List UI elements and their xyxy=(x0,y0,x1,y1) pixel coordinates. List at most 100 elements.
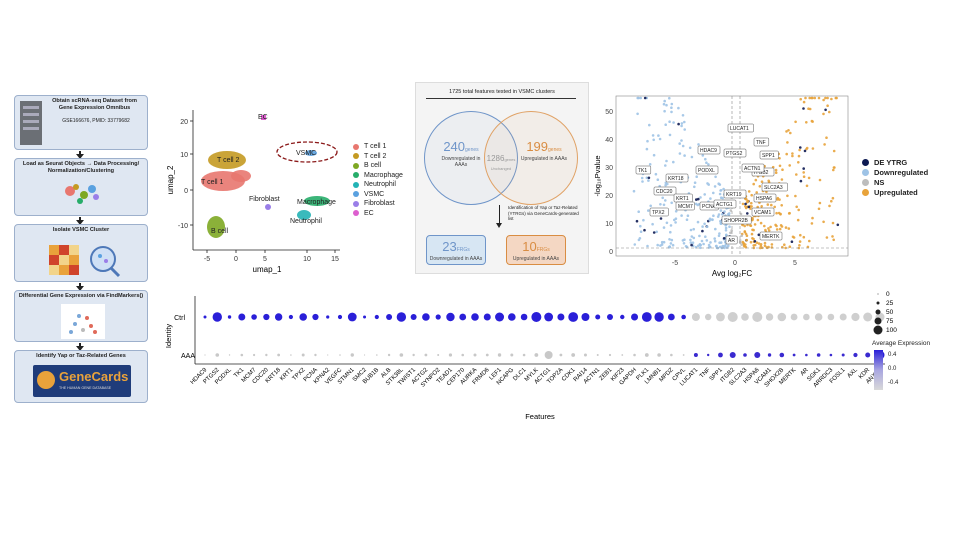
volcano-point xyxy=(799,179,803,183)
dot-ctrl-cep170 xyxy=(459,313,467,321)
dot-aaa-tpx2 xyxy=(301,353,305,357)
legend-label: DE YTRG xyxy=(874,157,908,167)
volcano-point xyxy=(664,123,667,126)
volcano-point xyxy=(744,202,747,206)
venn-header: 1725 total features tested in VSMC clust… xyxy=(449,89,555,95)
volcano-point xyxy=(755,191,758,194)
volcano-point xyxy=(749,240,753,244)
umap-ytick: 20 xyxy=(180,119,188,126)
volcano-point xyxy=(697,197,700,201)
cluster-b-cell xyxy=(207,216,225,238)
volcano-point xyxy=(663,99,666,103)
volcano-label-box xyxy=(675,201,695,211)
volcano-point xyxy=(774,223,777,227)
volcano-point xyxy=(786,194,789,198)
dot-aaa-axl xyxy=(853,352,858,358)
volcano-label-box xyxy=(727,123,754,133)
volcano-point xyxy=(824,108,827,112)
volcano-point xyxy=(749,224,752,227)
volcano-point xyxy=(703,193,706,196)
volcano-label-box xyxy=(759,231,783,241)
venn-arrow xyxy=(499,205,500,225)
volcano-point xyxy=(747,205,751,209)
dotplot-row-label: AAA xyxy=(181,353,195,360)
volcano-point xyxy=(724,226,728,230)
legend-label: EC xyxy=(364,209,374,217)
volcano-gene-label: KRT19 xyxy=(726,192,742,198)
workflow-arrow xyxy=(76,151,84,159)
volcano-point xyxy=(673,218,676,222)
volcano-point xyxy=(832,149,836,153)
volcano-point xyxy=(750,193,753,197)
volcano-point xyxy=(707,246,711,249)
volcano-point xyxy=(778,164,782,168)
volcano-point xyxy=(807,176,811,180)
volcano-point xyxy=(643,96,647,100)
volcano-point xyxy=(755,241,759,244)
volcano-point xyxy=(822,112,825,116)
volcano-point xyxy=(744,243,747,246)
volcano-point xyxy=(775,211,778,215)
volcano-point xyxy=(811,216,814,220)
volcano-point xyxy=(713,239,717,243)
volcano-point xyxy=(724,229,728,232)
volcano-point xyxy=(641,180,644,183)
legend-label: VSMC xyxy=(364,190,385,198)
volcano-point xyxy=(661,196,664,200)
volcano-gene-label: PTGS2 xyxy=(726,151,743,157)
volcano-point xyxy=(646,139,649,143)
volcano-point xyxy=(805,146,809,150)
umap-ytick: 10 xyxy=(180,152,188,159)
dot-ctrl-plk1 xyxy=(641,312,652,322)
dot-ctrl-lmnb1 xyxy=(654,312,664,322)
volcano-ytick: 20 xyxy=(605,193,613,200)
dot-aaa-tk1 xyxy=(240,353,244,357)
volcano-point xyxy=(751,216,754,220)
volcano-point xyxy=(753,223,757,226)
volcano-point xyxy=(808,96,811,100)
dot-ctrl-tnf xyxy=(704,313,712,321)
legend-item: B cell xyxy=(353,161,403,171)
volcano-point xyxy=(826,104,829,107)
volcano-point xyxy=(637,210,640,213)
dot-aaa-twist1 xyxy=(412,353,415,357)
volcano-point xyxy=(717,182,720,185)
volcano-point xyxy=(701,154,705,157)
dot-ctrl-fosl1 xyxy=(839,313,847,321)
umap-legend: T cell 1 T cell 2 B cell Macrophage Neut… xyxy=(353,142,403,218)
volcano-point xyxy=(682,242,686,245)
volcano-point xyxy=(680,122,684,125)
volcano-point xyxy=(832,166,836,169)
volcano-point xyxy=(665,159,668,163)
volcano-point xyxy=(808,107,812,111)
volcano-point xyxy=(689,228,693,232)
volcano-xtick: 5 xyxy=(793,260,797,267)
volcano-point xyxy=(773,205,776,209)
volcano-point xyxy=(663,109,666,113)
volcano-point xyxy=(639,230,643,233)
volcano-point xyxy=(767,229,771,232)
volcano-point xyxy=(774,168,778,172)
dot-ctrl-ar xyxy=(803,313,810,321)
volcano-point xyxy=(783,243,786,246)
volcano-point xyxy=(795,205,798,209)
dot-ctrl-stmn1 xyxy=(347,312,357,322)
cluster-neutrophil xyxy=(297,210,311,220)
dot-ctrl-mcm7 xyxy=(251,314,257,320)
genecards-logo-text: GeneCards xyxy=(59,369,129,384)
dot-aaa-tead1 xyxy=(448,353,453,357)
legend-label: B cell xyxy=(364,162,382,170)
volcano-point xyxy=(648,163,652,166)
volcano-point xyxy=(778,227,782,231)
workflow-step-3-title: Isolate VSMC Cluster xyxy=(52,227,110,233)
volcano-point xyxy=(659,203,662,206)
volcano-point xyxy=(713,185,717,188)
volcano-point xyxy=(683,154,686,157)
volcano-label-box xyxy=(713,199,737,209)
dot-aaa-mcm7 xyxy=(252,353,256,357)
dot-ctrl-mpdz xyxy=(667,313,675,321)
volcano-label-box xyxy=(751,207,775,217)
cluster-t-cell-2 xyxy=(208,151,246,169)
volcano-point xyxy=(791,152,794,155)
volcano-gene-label: PCNA xyxy=(702,204,717,210)
